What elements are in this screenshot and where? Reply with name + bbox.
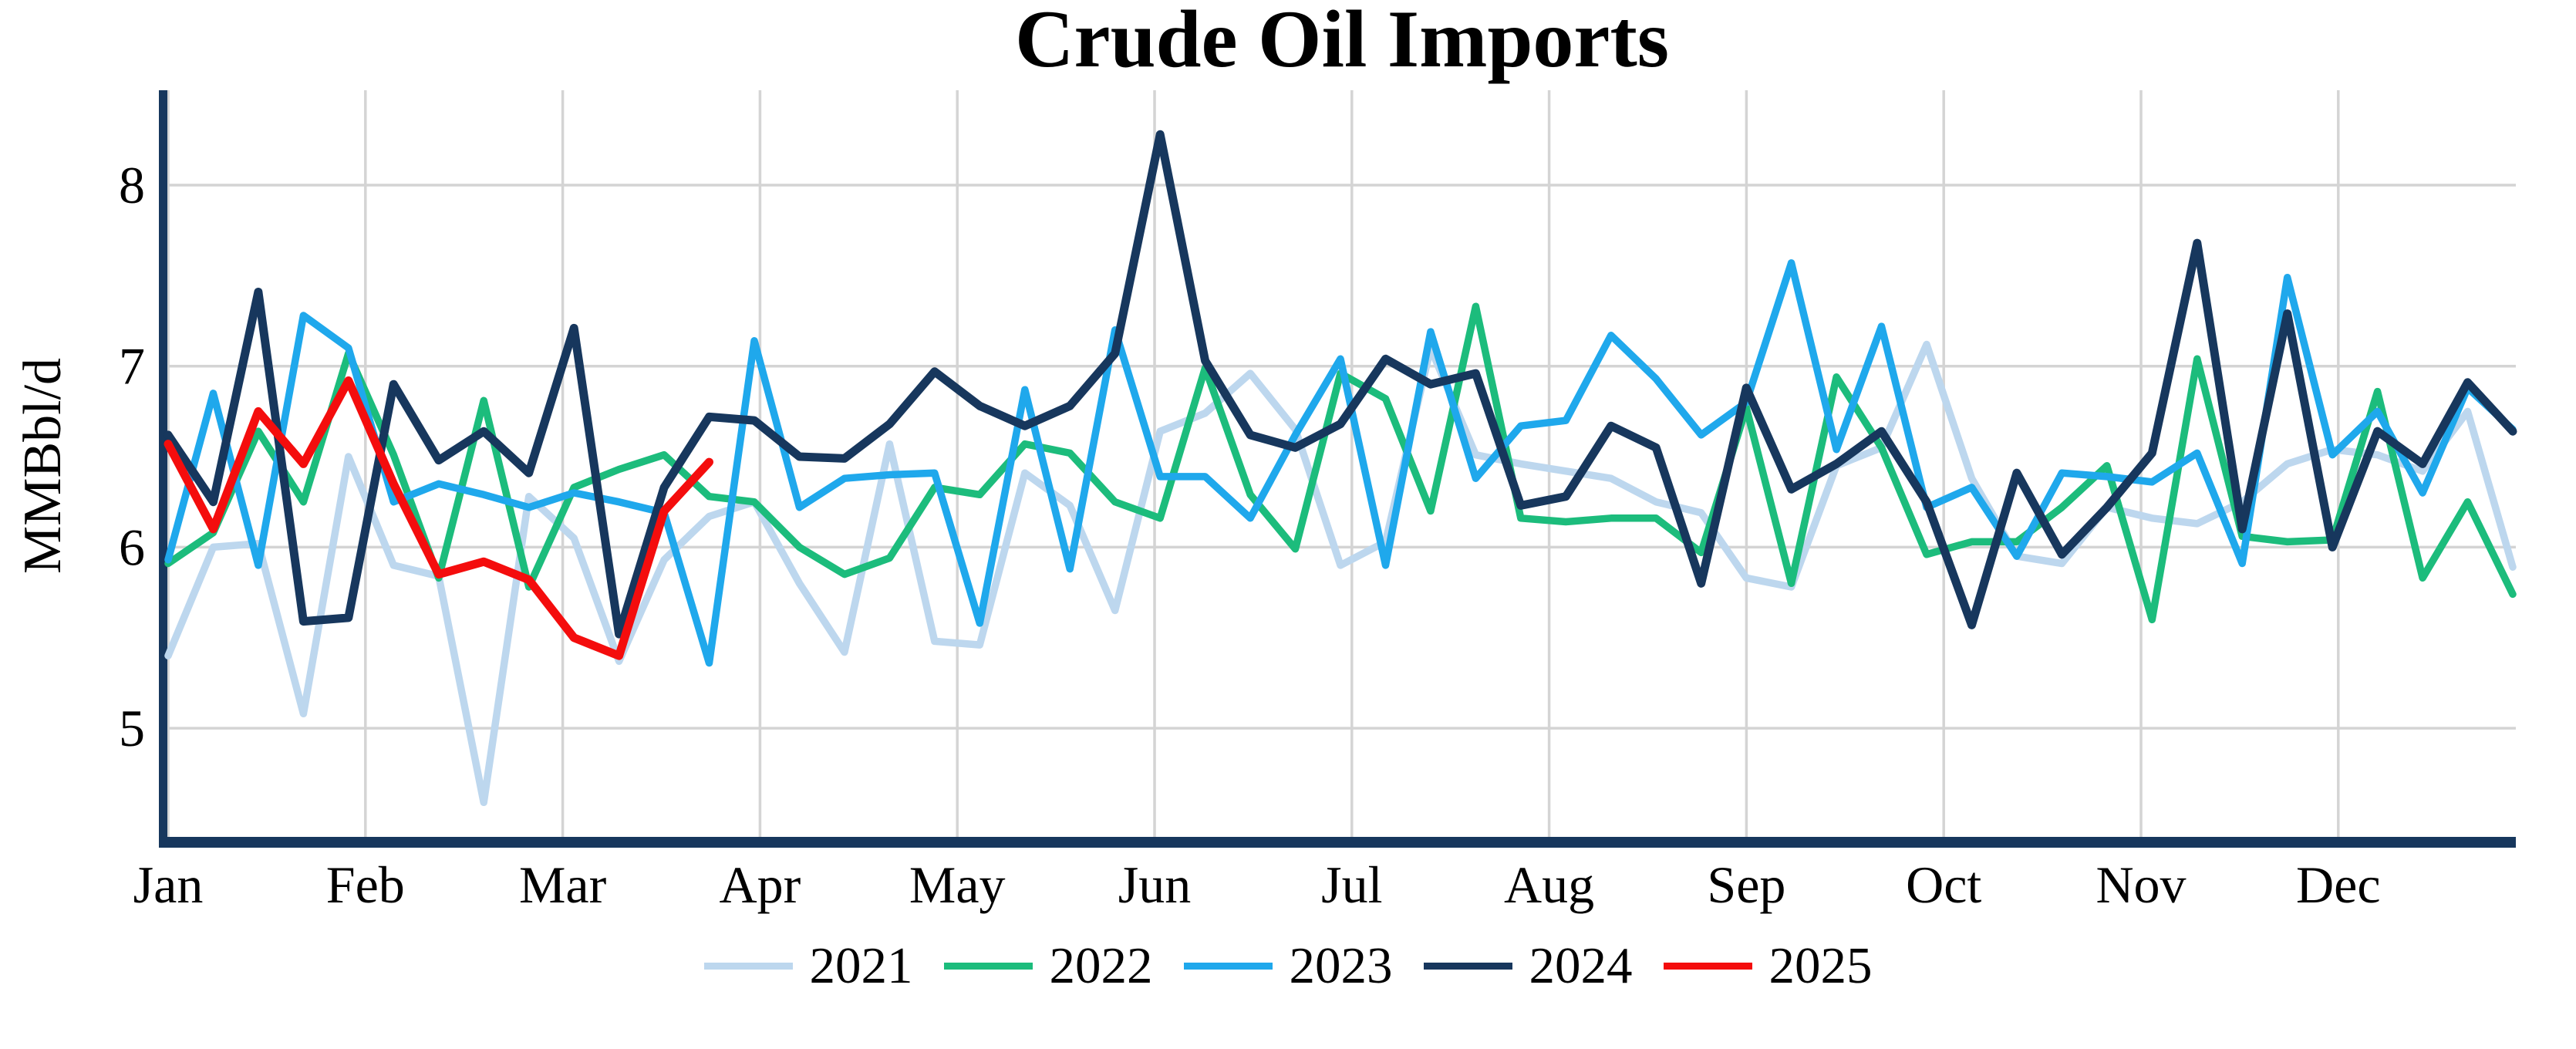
legend-swatch-2021	[703, 962, 793, 970]
y-axis-line	[159, 90, 167, 848]
x-tick-label-Sep: Sep	[1707, 855, 1785, 914]
legend-item-2023: 2023	[1183, 936, 1393, 994]
x-tick-label-Nov: Nov	[2096, 855, 2186, 914]
legend-item-2024: 2024	[1423, 936, 1633, 994]
legend: 2021 2022 2023 2024 2025	[0, 935, 2576, 997]
series-line-2025	[164, 376, 713, 660]
y-tick-label-5: 5	[119, 699, 145, 757]
x-axis-line	[159, 837, 2516, 848]
x-tick-label-Oct: Oct	[1906, 855, 1981, 914]
legend-swatch-2023	[1183, 962, 1273, 970]
series-line-2024	[164, 130, 2517, 639]
x-tick-label-Dec: Dec	[2296, 855, 2380, 914]
x-tick-label-Feb: Feb	[326, 855, 405, 914]
series-line-2023	[164, 259, 2517, 667]
y-axis-title: MMBbl/d	[13, 358, 72, 574]
legend-label-2025: 2025	[1768, 936, 1873, 994]
legend-label-2022: 2022	[1049, 936, 1153, 994]
axis-labels: 5 6 7 8 Jan Feb Mar Apr May Jun Jul Aug Sep Oct Nov Dec	[119, 156, 2381, 914]
x-tick-label-Jul: Jul	[1321, 855, 1382, 914]
legend-item-2022: 2022	[943, 936, 1153, 994]
x-tick-label-Aug: Aug	[1504, 855, 1594, 914]
y-tick-label-8: 8	[119, 156, 145, 214]
x-tick-label-Jun: Jun	[1118, 855, 1191, 914]
x-tick-label-Mar: Mar	[519, 855, 607, 914]
legend-label-2021: 2021	[809, 936, 913, 994]
legend-label-2024: 2024	[1529, 936, 1633, 994]
legend-swatch-2024	[1423, 962, 1512, 970]
y-tick-label-6: 6	[119, 518, 145, 576]
legend-swatch-2025	[1663, 962, 1752, 970]
x-tick-label-May: May	[909, 855, 1006, 914]
legend-item-2021: 2021	[703, 936, 913, 994]
x-tick-label-Jan: Jan	[133, 855, 204, 914]
legend-swatch-2022	[943, 962, 1033, 970]
legend-item-2025: 2025	[1663, 936, 1873, 994]
chart-title: Crude Oil Imports	[1015, 0, 1669, 84]
x-tick-label-Apr: Apr	[720, 855, 801, 914]
series-lines	[164, 130, 2517, 807]
y-tick-label-7: 7	[119, 337, 145, 396]
axes	[159, 90, 2516, 848]
legend-label-2023: 2023	[1289, 936, 1393, 994]
